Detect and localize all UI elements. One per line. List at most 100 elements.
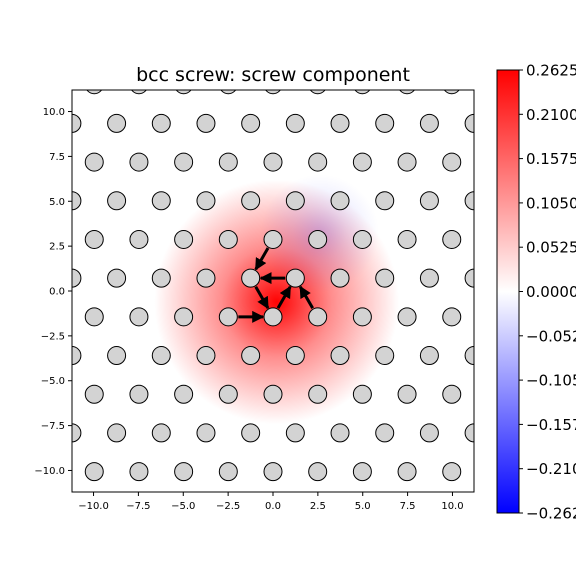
- colorbar-tick-label: 0.1575: [526, 150, 576, 168]
- atom: [107, 191, 127, 211]
- colorbar-axis: 0.2625 0.2100 0.1575 0.1050 0.0525 0.0000 −0.0…: [519, 62, 576, 523]
- atom: [397, 384, 417, 404]
- x-tick-label: 7.5: [400, 501, 416, 512]
- atom: [129, 229, 149, 249]
- atom: [308, 384, 328, 404]
- colorbar-tick-label: 0.2625: [526, 62, 576, 80]
- atom: [174, 384, 194, 404]
- atom: [107, 346, 127, 366]
- atom: [442, 384, 462, 404]
- atom: [352, 307, 372, 327]
- atom: [419, 268, 439, 288]
- atom: [330, 191, 350, 211]
- atom: [241, 346, 261, 366]
- atom: [72, 268, 82, 288]
- atom: [375, 423, 395, 443]
- x-tick-label: 0.0: [265, 501, 281, 512]
- atom: [241, 113, 261, 133]
- colorbar-tick-label: 0.0000: [526, 283, 576, 301]
- atom: [419, 113, 439, 133]
- atom-lattice: [72, 90, 474, 482]
- colorbar-tick-label: 0.2100: [526, 106, 576, 124]
- atom: [308, 229, 328, 249]
- atom: [107, 423, 127, 443]
- atom: [263, 307, 283, 327]
- atom: [218, 152, 238, 172]
- atom: [330, 268, 350, 288]
- atom: [464, 113, 474, 133]
- atom: [375, 113, 395, 133]
- atom: [419, 346, 439, 366]
- colorbar-tick-label: −0.2100: [526, 460, 576, 478]
- colorbar-tick-label: −0.1050: [526, 372, 576, 390]
- x-tick-label: −2.5: [216, 501, 240, 512]
- colorbar-tick-label: −0.2625: [526, 505, 576, 523]
- atom: [129, 152, 149, 172]
- colorbar-tick-label: −0.1575: [526, 416, 576, 434]
- atom: [442, 307, 462, 327]
- atom: [309, 90, 326, 95]
- atom: [72, 346, 82, 366]
- atom: [84, 462, 104, 482]
- atom: [131, 90, 147, 95]
- x-tick-label: 10.0: [441, 501, 463, 512]
- atom: [151, 346, 171, 366]
- x-tick-label: 2.5: [310, 501, 326, 512]
- y-tick-label: 0.0: [49, 287, 65, 298]
- atom: [72, 113, 82, 133]
- x-tick-label: 5.0: [355, 501, 371, 512]
- atom: [308, 307, 328, 327]
- atom: [174, 229, 194, 249]
- atom: [263, 384, 283, 404]
- atom: [330, 346, 350, 366]
- atom: [129, 307, 149, 327]
- colorbar-tick-label: −0.0525: [526, 327, 576, 345]
- atom: [285, 268, 305, 288]
- atom: [218, 384, 238, 404]
- atom: [86, 90, 103, 95]
- colorbar-tick-label: 0.0525: [526, 239, 576, 257]
- displacement-arrow: [276, 285, 292, 309]
- atom: [397, 152, 417, 172]
- atom: [196, 346, 216, 366]
- displacement-arrow: [298, 285, 314, 309]
- atom: [285, 191, 305, 211]
- atom: [308, 462, 328, 482]
- y-tick-label: −10.0: [34, 466, 65, 477]
- atom: [397, 307, 417, 327]
- atom: [129, 384, 149, 404]
- atom: [464, 191, 474, 211]
- atom: [196, 191, 216, 211]
- atom: [330, 423, 350, 443]
- y-tick-label: 7.5: [49, 152, 65, 163]
- colorbar: [496, 69, 520, 514]
- y-tick-label: 2.5: [49, 242, 65, 253]
- atom: [107, 113, 127, 133]
- atom: [129, 462, 149, 482]
- atom: [151, 113, 171, 133]
- atom: [285, 113, 305, 133]
- atom: [464, 268, 474, 288]
- atom: [442, 462, 462, 482]
- atom: [330, 113, 350, 133]
- x-tick-label: −10.0: [78, 501, 109, 512]
- atom: [218, 462, 238, 482]
- atom: [354, 90, 371, 95]
- displacement-arrow: [254, 286, 270, 310]
- x-axis: −10.0 −7.5 −5.0 −2.5 0.0 2.5 5.0 7.5 10.0: [78, 492, 464, 512]
- atom: [442, 229, 462, 249]
- colorbar-tick-label: 0.1050: [526, 194, 576, 212]
- atom: [399, 90, 415, 95]
- atom: [84, 384, 104, 404]
- atom: [151, 423, 171, 443]
- atom: [174, 307, 194, 327]
- atom: [196, 268, 216, 288]
- atom: [375, 346, 395, 366]
- atom: [397, 462, 417, 482]
- y-tick-label: −7.5: [41, 421, 65, 432]
- y-tick-label: −5.0: [41, 376, 65, 387]
- atom: [174, 462, 194, 482]
- atom: [464, 346, 474, 366]
- y-axis: −10.0 −7.5 −5.0 −2.5 0.0 2.5 5.0 7.5 10.0: [34, 107, 72, 477]
